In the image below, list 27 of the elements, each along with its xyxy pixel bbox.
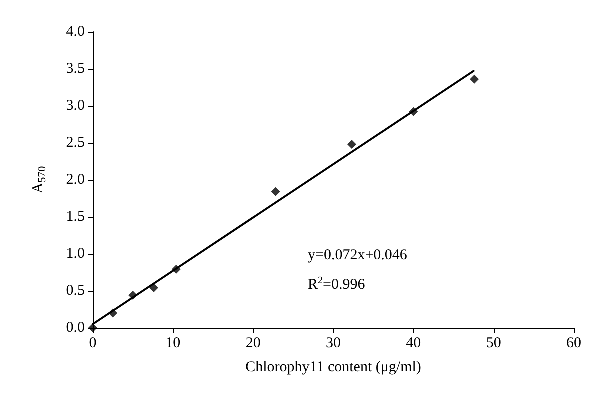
y-tick-label: 2.0 [66, 172, 85, 188]
x-tick-label: 20 [246, 336, 261, 352]
y-tick-label: 3.5 [66, 61, 85, 77]
annotation: y=0.072x+0.046 [308, 248, 408, 264]
y-tick-label: 4.0 [66, 24, 85, 40]
point [271, 187, 280, 196]
x-axis-title: Chlorophy11 content (μg/ml) [246, 360, 422, 376]
y-tick-label: 1.5 [66, 209, 85, 225]
x-tick-label: 30 [326, 336, 341, 352]
point [347, 140, 356, 149]
x-tick-label: 40 [406, 336, 422, 352]
x-tick-label: 10 [166, 336, 181, 352]
point [409, 107, 418, 116]
y-tick-label: 3.0 [66, 98, 85, 114]
point [108, 308, 118, 318]
point [172, 265, 181, 274]
y-axis-title: A570 [30, 166, 48, 194]
y-tick-label: 0.5 [66, 283, 85, 299]
x-tick-label: 0 [89, 336, 97, 352]
y-tick-label: 0.0 [66, 320, 85, 336]
point [128, 290, 138, 300]
point [149, 284, 158, 293]
x-tick-label: 50 [486, 336, 502, 352]
y-tick-label: 2.5 [66, 135, 85, 151]
point [470, 74, 480, 84]
x-tick-label: 60 [566, 336, 582, 352]
y-tick-label: 1.0 [66, 246, 85, 262]
